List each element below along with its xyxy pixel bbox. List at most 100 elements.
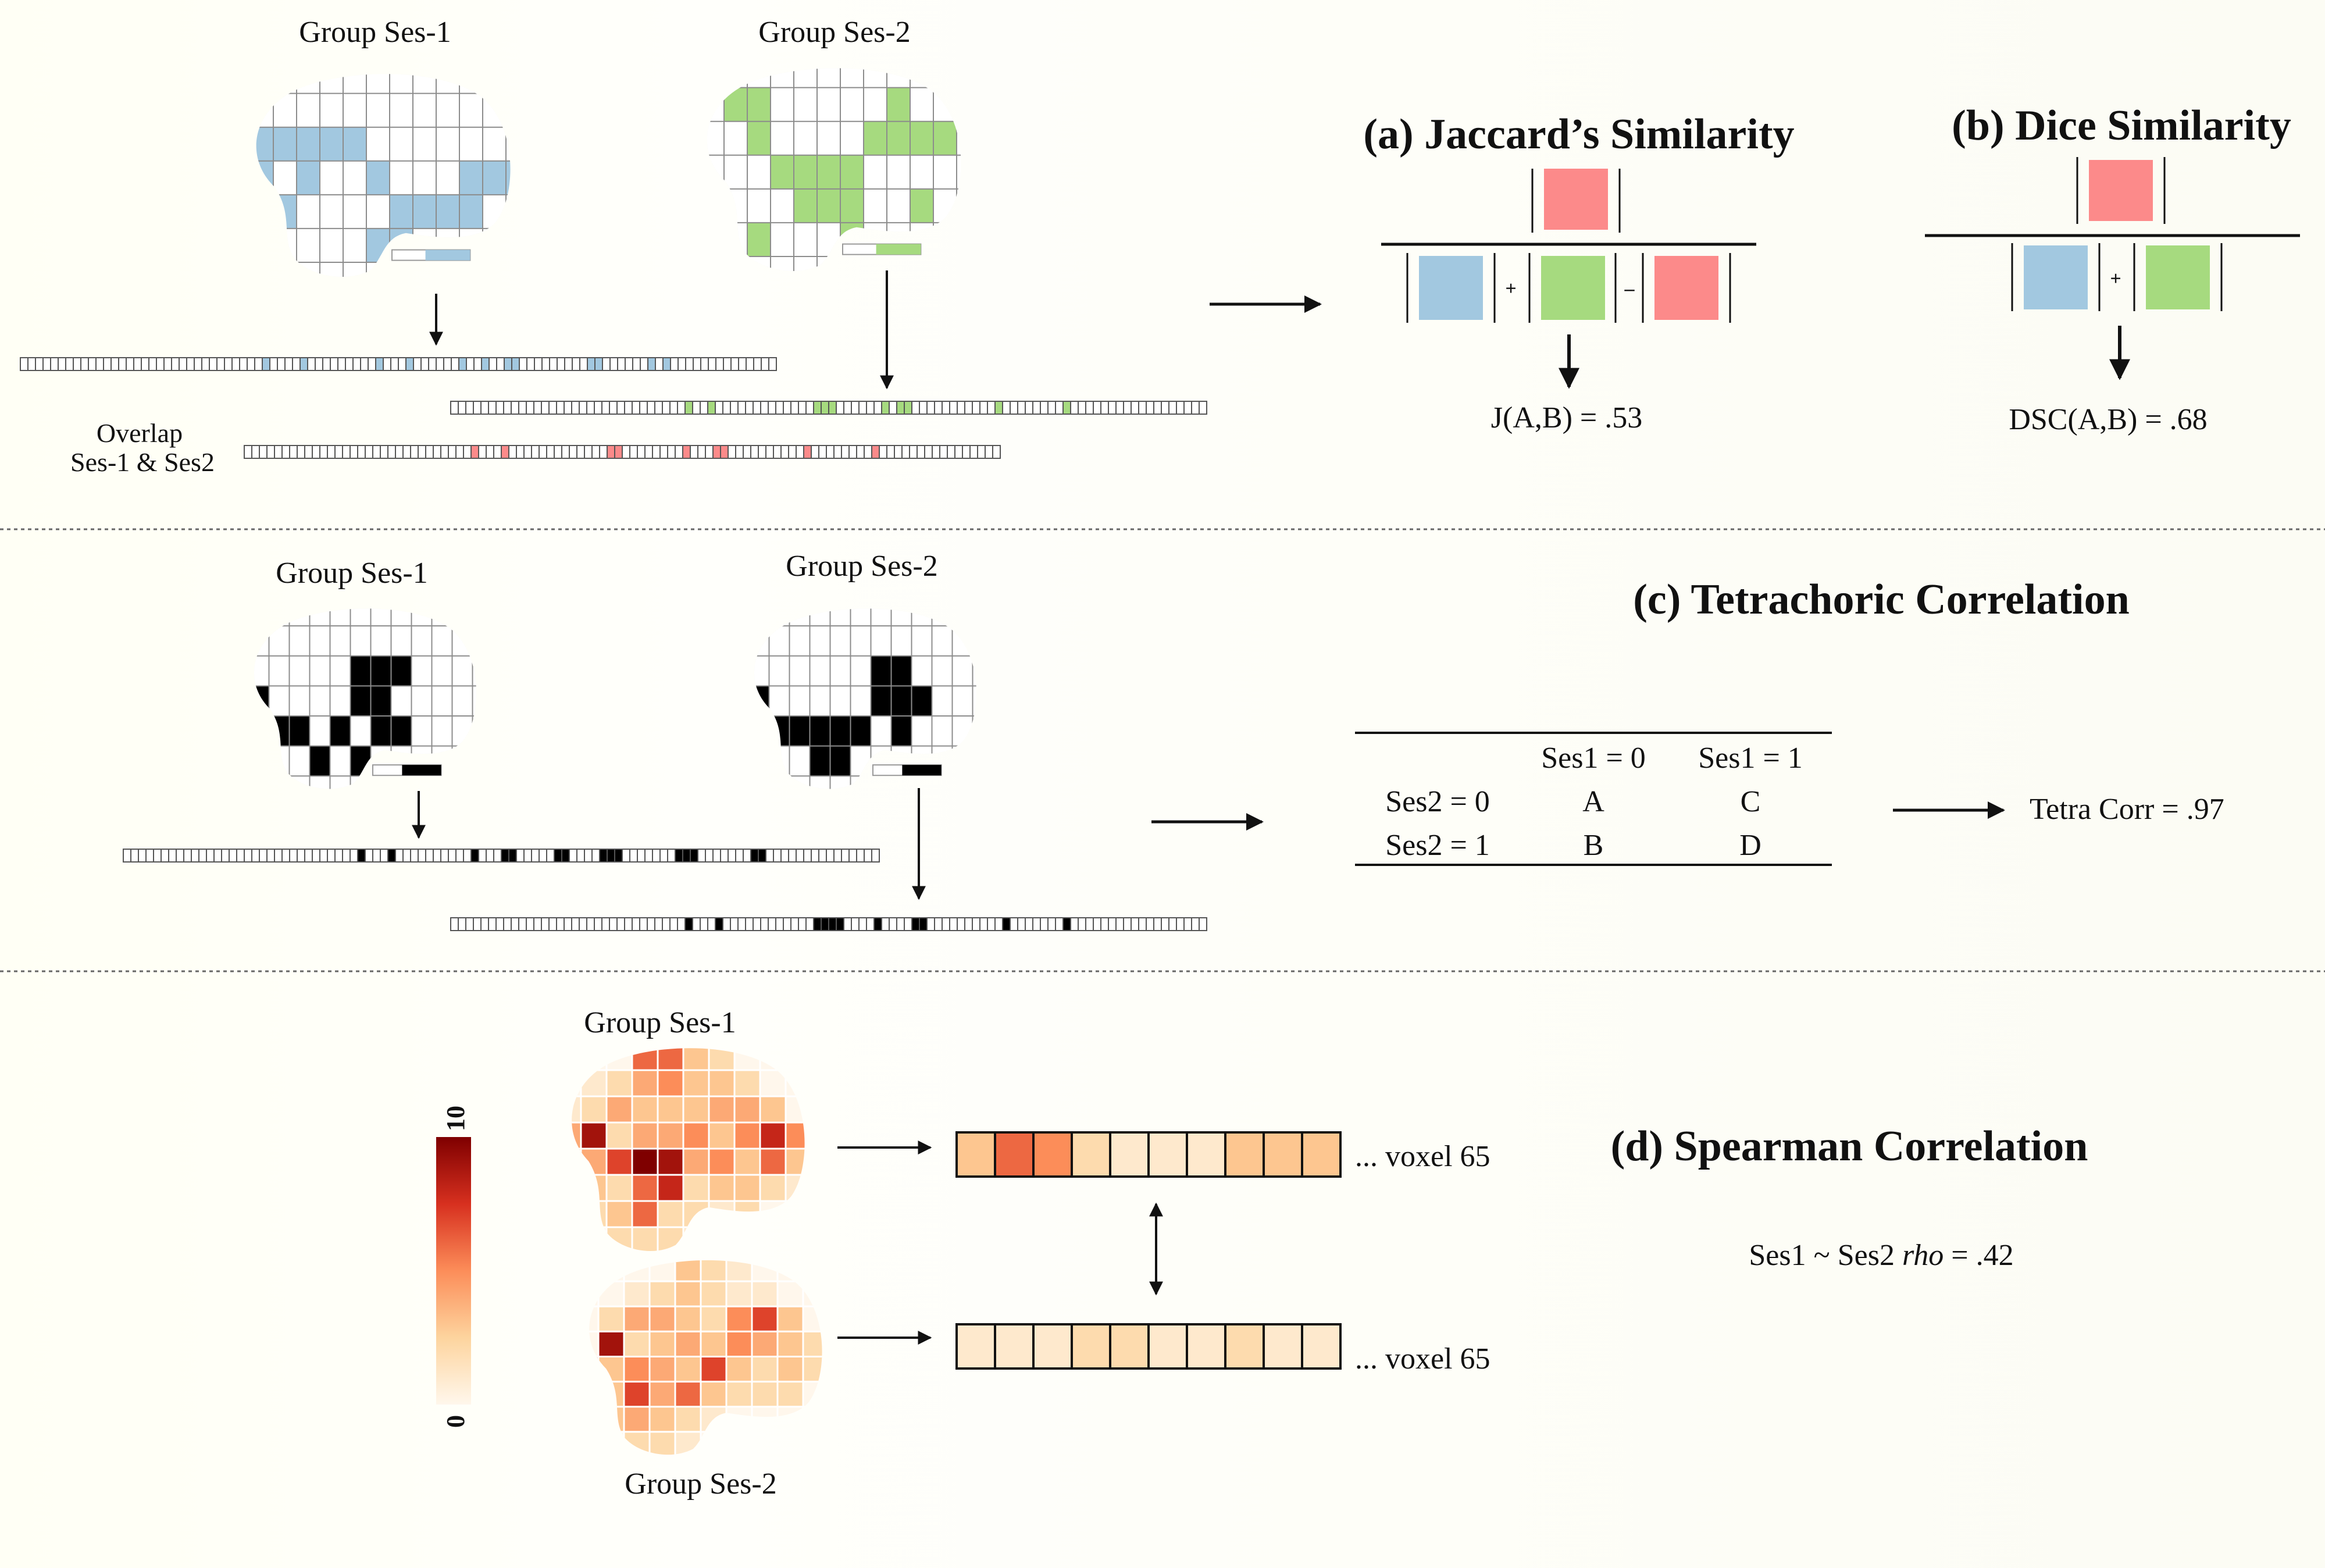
vector-cell xyxy=(654,917,663,931)
vector-cell xyxy=(911,917,920,931)
vector-cell xyxy=(387,445,396,459)
vector-cell xyxy=(523,849,532,863)
vector-cell xyxy=(909,445,918,459)
colorbar-min-label: 0 xyxy=(441,1415,470,1428)
heat-voxel xyxy=(802,1305,822,1332)
vector-cell xyxy=(473,357,482,371)
voxel-cell xyxy=(1071,1323,1111,1370)
heat-voxel xyxy=(623,1260,651,1282)
heat-voxel xyxy=(580,1174,608,1202)
vector-cell xyxy=(571,401,580,415)
vector-cell xyxy=(516,849,525,863)
vector-cell xyxy=(561,849,570,863)
vector-cell xyxy=(103,357,112,371)
vector-cell xyxy=(818,445,827,459)
vector-cell xyxy=(836,401,844,415)
heat-voxel xyxy=(682,1226,710,1252)
active-voxel xyxy=(273,127,297,161)
vector-cell xyxy=(546,849,555,863)
vector-cell xyxy=(534,357,543,371)
vector-overlap xyxy=(244,445,1001,459)
vector-cell xyxy=(496,357,505,371)
vector-cell xyxy=(1085,917,1094,931)
spearman-panel: (d) Spearman Correlation Ses1 ~ Ses2 rho… xyxy=(1611,1122,2088,1272)
vector-cell xyxy=(1040,401,1049,415)
vector-cell xyxy=(561,445,570,459)
vector-cell xyxy=(254,357,263,371)
vector-cell xyxy=(690,849,698,863)
active-voxel xyxy=(506,161,511,195)
vector-cell xyxy=(670,357,679,371)
vector-cell xyxy=(700,401,708,415)
active-voxel xyxy=(289,715,310,746)
active-voxel xyxy=(910,188,933,223)
active-voxel xyxy=(370,686,391,716)
vector-cell xyxy=(334,849,343,863)
vector-cell xyxy=(599,849,608,863)
active-voxel xyxy=(830,715,851,746)
heat-voxel xyxy=(776,1381,804,1408)
vector-cell xyxy=(1168,917,1177,931)
active-voxel xyxy=(459,161,483,195)
vector-cell xyxy=(516,445,525,459)
jaccard-result: J(A,B) = .53 xyxy=(1491,401,1642,434)
heat-voxel xyxy=(631,1121,659,1150)
vector-cell xyxy=(179,357,187,371)
heat-voxel xyxy=(605,1048,633,1071)
vector-cell xyxy=(239,357,248,371)
vector-cell xyxy=(259,849,268,863)
vector-cell xyxy=(692,401,701,415)
vector-cell xyxy=(503,401,512,415)
vector-cell xyxy=(1032,917,1041,931)
vector-cell xyxy=(949,917,958,931)
vector-cell xyxy=(607,445,615,459)
vector-cell xyxy=(979,401,988,415)
vector-cell xyxy=(262,357,270,371)
heat-voxel xyxy=(580,1226,608,1252)
tetrachoric-table: (c) Tetrachoric Correlation Ses1 = 0 Ses… xyxy=(1355,576,2224,866)
vector-cell xyxy=(1123,401,1132,415)
vector-cell xyxy=(405,357,414,371)
vector-cell xyxy=(632,357,641,371)
col-header-ses1-0: Ses1 = 0 xyxy=(1541,742,1646,775)
heat-voxel xyxy=(751,1330,779,1357)
active-voxel xyxy=(436,194,459,229)
active-voxel xyxy=(350,686,371,716)
heat-voxel xyxy=(708,1121,736,1150)
vector-cell xyxy=(805,917,814,931)
vector-cell xyxy=(576,849,585,863)
active-voxel xyxy=(256,127,273,161)
heat-voxel xyxy=(784,1121,805,1150)
active-voxel xyxy=(864,121,887,155)
heat-voxel xyxy=(631,1174,659,1202)
vector-cell xyxy=(962,445,971,459)
vector-cell xyxy=(775,401,784,415)
vector-cell xyxy=(433,445,441,459)
vector-cell xyxy=(539,849,547,863)
vector-cell xyxy=(511,401,519,415)
vector-cell xyxy=(1131,401,1139,415)
vector-cell xyxy=(798,401,807,415)
vector-cell xyxy=(768,401,776,415)
vector-cell xyxy=(478,445,487,459)
heat-voxel xyxy=(751,1260,779,1282)
vector-cell xyxy=(934,401,943,415)
vector-ses1 xyxy=(20,357,777,371)
vector-cell xyxy=(133,357,142,371)
vector-cell xyxy=(451,357,459,371)
vector-cell xyxy=(617,357,626,371)
vector-cell xyxy=(1010,917,1018,931)
vector-cell xyxy=(783,917,791,931)
heat-voxel xyxy=(674,1330,702,1357)
heat-voxel xyxy=(733,1121,761,1150)
vector-cell xyxy=(858,401,867,415)
vector-cell xyxy=(383,357,391,371)
vector-cell xyxy=(244,849,252,863)
vector-cell xyxy=(546,445,555,459)
heat-voxel xyxy=(708,1048,736,1071)
vector-cell xyxy=(413,357,422,371)
heat-voxel xyxy=(572,1048,582,1071)
vector-cell xyxy=(402,445,411,459)
vector-cell xyxy=(833,445,842,459)
